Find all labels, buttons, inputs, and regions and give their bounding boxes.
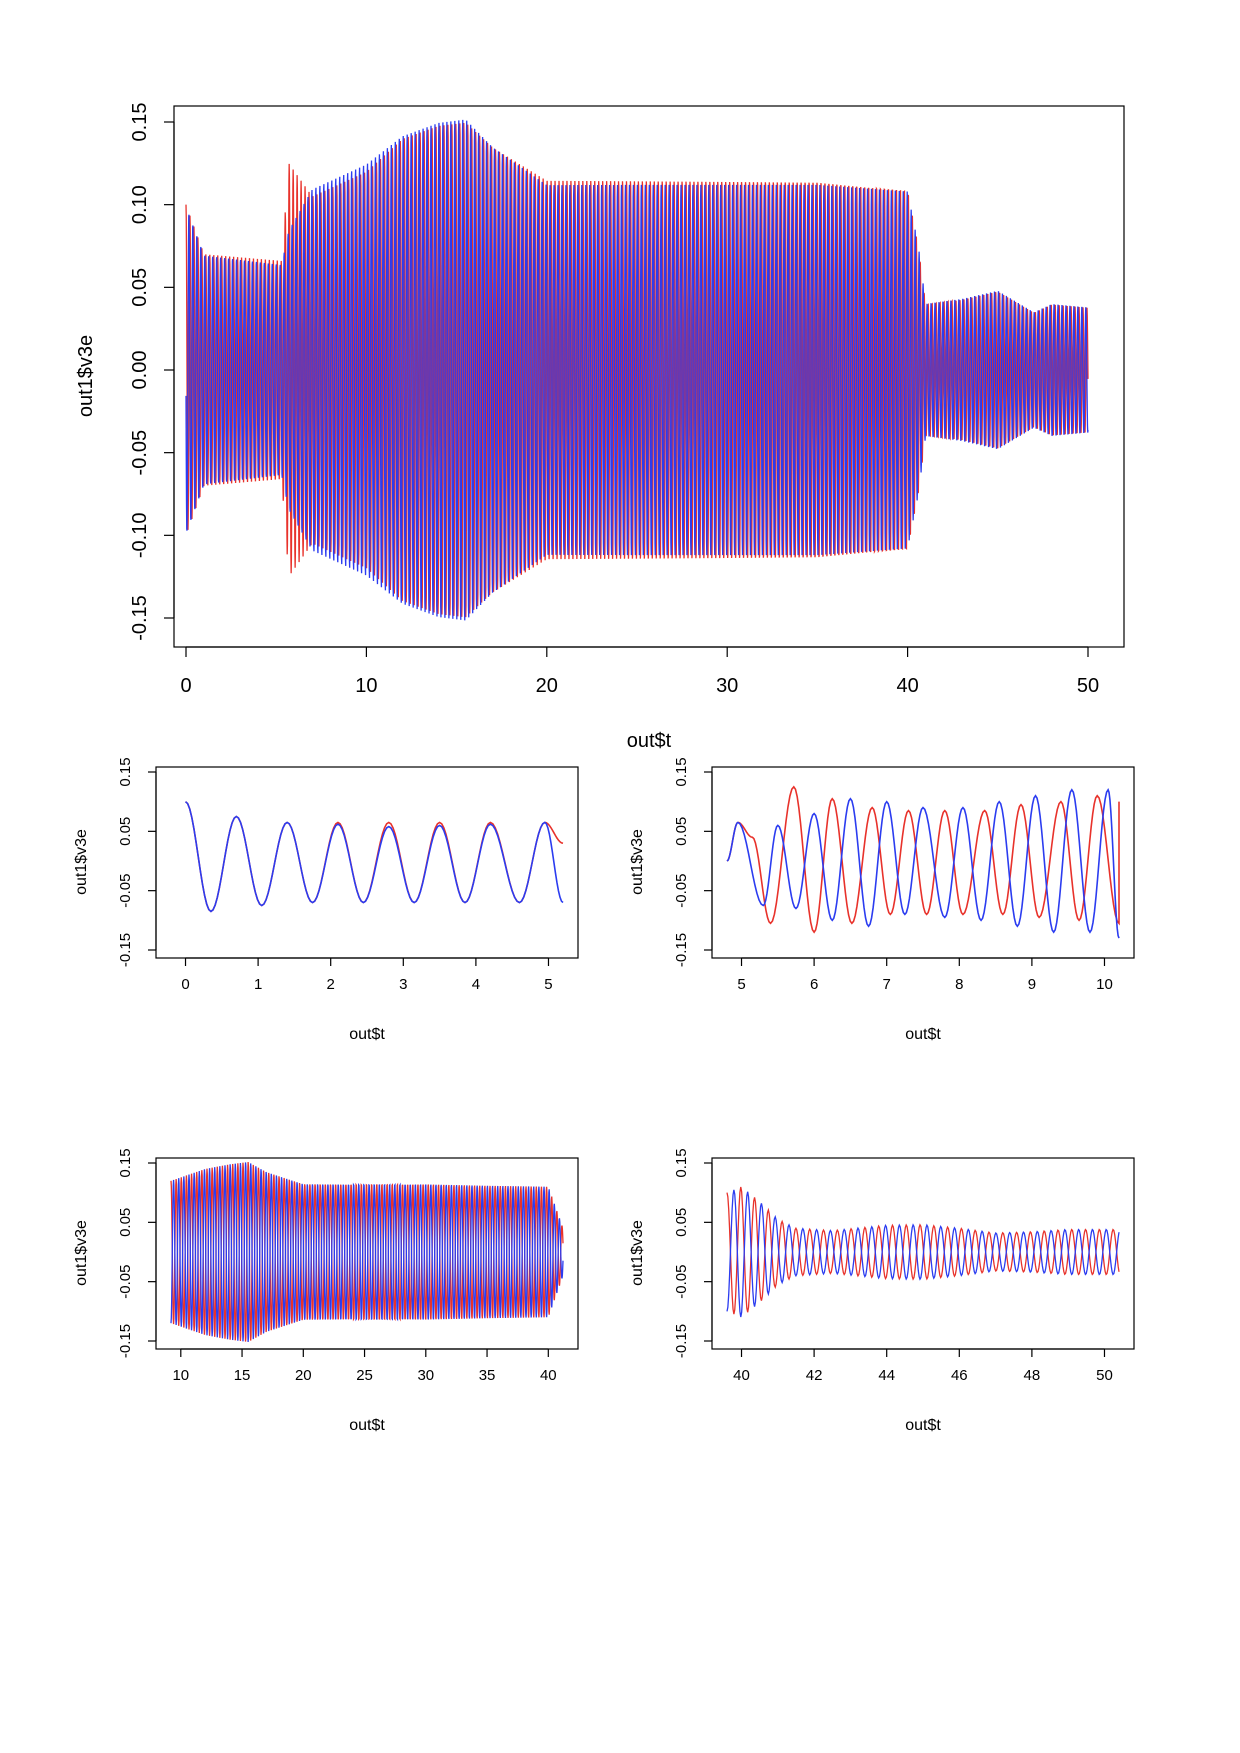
y-tick-label: 0.05	[117, 817, 134, 846]
x-tick-label: 4	[472, 976, 480, 993]
series-layer	[170, 1162, 564, 1342]
y-tick-label: -0.15	[117, 1324, 134, 1358]
y-tick-label: -0.05	[673, 874, 690, 908]
y-tick-label: 0.05	[673, 1208, 690, 1237]
series-layer	[184, 801, 564, 913]
x-tick-label: 0	[181, 976, 189, 993]
series-blue-line	[185, 119, 1089, 621]
x-tick-label: 20	[536, 675, 558, 697]
panel-zoom-5-10: 5 6 7 8 9 10 -0.15 -0.05 0.05 0.15 out$t out1$v3…	[629, 757, 1135, 1043]
series-layer	[726, 785, 1120, 939]
x-tick-label: 40	[540, 1367, 557, 1384]
y-tick-label: 0.00	[129, 351, 151, 390]
series-blue-line	[726, 1189, 1120, 1318]
x-tick-label: 0	[180, 675, 191, 697]
x-tick-label: 50	[1096, 1367, 1113, 1384]
x-tick-label: 10	[355, 675, 377, 697]
panel-main: 0 10 20 30 40 50 -0.15 -0.10 -0.05 0.00 0.05 0.10 0…	[75, 103, 1125, 752]
y-axis-label: out1$v3e	[75, 335, 97, 417]
y-axis: -0.15 -0.05 0.05 0.15	[117, 757, 157, 967]
x-axis-label: out$t	[349, 1417, 385, 1434]
y-axis-label: out1$v3e	[73, 1220, 90, 1286]
series-blue-line	[726, 787, 1120, 939]
x-axis: 0 1 2 3 4 5	[181, 957, 553, 993]
y-tick-label: -0.05	[673, 1265, 690, 1299]
x-tick-label: 3	[399, 976, 407, 993]
x-tick-label: 35	[479, 1367, 496, 1384]
y-tick-label: 0.10	[129, 185, 151, 224]
y-axis: -0.15 -0.05 0.05 0.15	[117, 1148, 157, 1358]
y-tick-label: 0.15	[673, 757, 690, 786]
x-tick-label: 1	[254, 976, 262, 993]
y-tick-label: 0.05	[117, 1208, 134, 1237]
series-layer	[726, 1186, 1120, 1318]
panel-zoom-10-40: 10 15 20 25 30 35 40 -0.15-0.050.050.15 out$t …	[73, 1148, 579, 1434]
x-tick-label: 10	[172, 1367, 189, 1384]
x-tick-label: 5	[544, 976, 552, 993]
x-tick-label: 20	[295, 1367, 312, 1384]
x-axis-label: out$t	[905, 1417, 941, 1434]
y-axis-label: out1$v3e	[629, 1220, 646, 1286]
x-axis: 40 42 44 46 48 50	[733, 1348, 1113, 1384]
x-tick-label: 30	[716, 675, 738, 697]
series-blue-line	[170, 1162, 564, 1342]
y-tick-label: -0.05	[117, 1265, 134, 1299]
y-axis: -0.15 -0.05 0.05 0.15	[673, 1148, 713, 1358]
x-tick-label: 6	[810, 976, 818, 993]
x-tick-label: 2	[327, 976, 335, 993]
y-axis: -0.15 -0.05 0.05 0.15	[673, 757, 713, 967]
y-tick-label: -0.15	[117, 933, 134, 967]
x-axis-label: out$t	[905, 1026, 941, 1043]
y-axis: -0.15 -0.10 -0.05 0.00 0.05 0.10 0.15	[129, 103, 175, 641]
y-tick-label: 0.15	[673, 1148, 690, 1177]
series-layer	[185, 119, 1089, 621]
x-tick-label: 40	[896, 675, 918, 697]
y-tick-label: -0.15	[673, 1324, 690, 1358]
x-axis: 10 15 20 25 30 35 40	[172, 1348, 557, 1384]
x-tick-label: 15	[234, 1367, 251, 1384]
y-axis-label: out1$v3e	[629, 829, 646, 895]
x-tick-label: 44	[878, 1367, 895, 1384]
x-tick-label: 8	[955, 976, 963, 993]
y-tick-label: 0.05	[673, 817, 690, 846]
x-tick-label: 10	[1096, 976, 1113, 993]
x-tick-label: 46	[951, 1367, 968, 1384]
y-tick-label: -0.05	[129, 430, 151, 476]
panel-zoom-40-50: 40 42 44 46 48 50 -0.15 -0.05 0.05 0.15 out$t ou…	[629, 1148, 1135, 1434]
x-tick-label: 40	[733, 1367, 750, 1384]
y-tick-label: -0.05	[117, 874, 134, 908]
series-red-line	[726, 785, 1120, 934]
y-tick-label: -0.15	[673, 933, 690, 967]
x-tick-label: 30	[417, 1367, 434, 1384]
panel-zoom-0-5: 0 1 2 3 4 5 -0.15 -0.05 0.05 0.15 out$t out1$v3e	[73, 757, 579, 1043]
x-tick-label: 25	[356, 1367, 373, 1384]
x-tick-label: 7	[883, 976, 891, 993]
x-axis-label: out$t	[349, 1026, 385, 1043]
y-tick-label: 0.15	[129, 103, 151, 142]
x-axis-label: out$t	[627, 730, 672, 752]
x-tick-label: 9	[1028, 976, 1036, 993]
y-tick-label: 0.15	[117, 1148, 134, 1177]
y-tick-label: 0.15	[117, 757, 134, 786]
x-tick-label: 5	[737, 976, 745, 993]
x-tick-label: 50	[1077, 675, 1099, 697]
y-axis-label: out1$v3e	[73, 829, 90, 895]
x-tick-label: 48	[1024, 1367, 1041, 1384]
x-axis: 0 10 20 30 40 50	[180, 646, 1099, 697]
x-tick-label: 42	[806, 1367, 823, 1384]
y-tick-label: -0.15	[129, 595, 151, 641]
y-tick-label: 0.05	[129, 268, 151, 307]
series-blue-line	[184, 801, 564, 913]
y-tick-label: -0.10	[129, 513, 151, 559]
x-axis: 5 6 7 8 9 10	[737, 957, 1113, 993]
